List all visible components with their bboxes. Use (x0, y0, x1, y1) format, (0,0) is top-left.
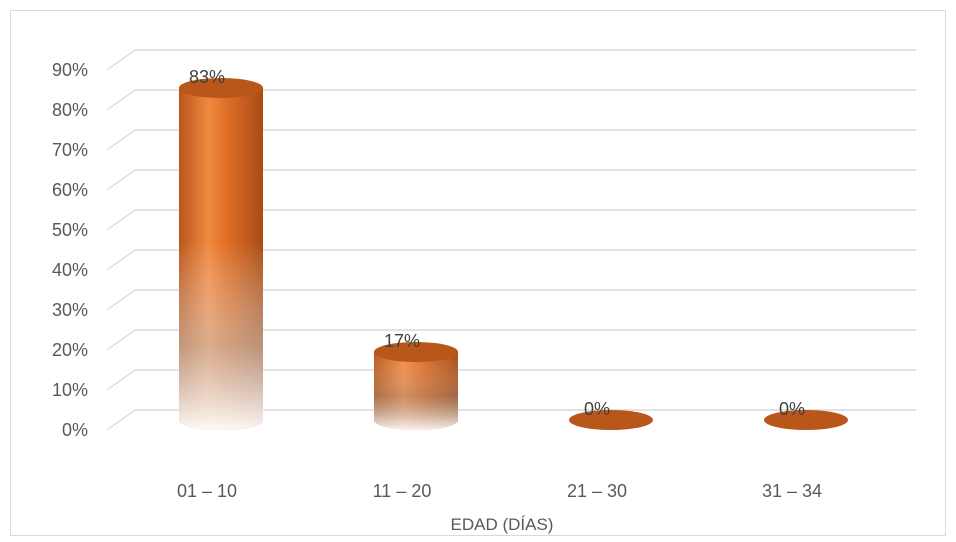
gridline-diagonal (106, 409, 136, 431)
data-label: 0% (779, 399, 805, 419)
bar-top (374, 342, 458, 362)
y-tick-label: 40% (52, 260, 88, 280)
bar (764, 410, 848, 430)
y-tick-label: 80% (52, 100, 88, 120)
y-tick-label: 0% (62, 420, 88, 440)
bar-top (569, 410, 653, 430)
data-labels: 83% 17% 0% 0% (189, 67, 805, 419)
data-label: 83% (189, 67, 225, 87)
bars (179, 78, 848, 430)
gridline-diagonal (106, 49, 136, 71)
y-axis-ticks: 0% 10% 20% 30% 40% 50% 60% 70% 80% 90% (52, 60, 88, 440)
x-axis-title: EDAD (DÍAS) (451, 515, 554, 534)
y-tick-label: 10% (52, 380, 88, 400)
y-tick-label: 50% (52, 220, 88, 240)
bar (569, 410, 653, 430)
bar (374, 342, 458, 430)
x-tick-label: 21 – 30 (567, 481, 627, 501)
gridline-diagonal (106, 289, 136, 311)
x-tick-label: 01 – 10 (177, 481, 237, 501)
x-tick-label: 11 – 20 (373, 481, 432, 501)
y-tick-label: 60% (52, 180, 88, 200)
data-label: 17% (384, 331, 420, 351)
gridline-diagonal (106, 169, 136, 191)
data-label: 0% (584, 399, 610, 419)
gridline-diagonal (106, 369, 136, 391)
y-tick-label: 90% (52, 60, 88, 80)
bar-top (179, 78, 263, 98)
gridline-diagonal (106, 209, 136, 231)
y-tick-label: 30% (52, 300, 88, 320)
gridline-diagonal (106, 329, 136, 351)
bar (179, 78, 263, 430)
bar-reflection (374, 352, 458, 430)
x-tick-label: 31 – 34 (762, 481, 822, 501)
chart-border (10, 10, 946, 536)
bar-reflection (179, 88, 263, 430)
x-axis-ticks: 01 – 10 11 – 20 21 – 30 31 – 34 (177, 481, 822, 501)
gridline-diagonal (106, 249, 136, 271)
gridline-diagonal (106, 129, 136, 151)
gridlines (106, 49, 916, 431)
y-tick-label: 20% (52, 340, 88, 360)
gridline-diagonal (106, 89, 136, 111)
y-tick-label: 70% (52, 140, 88, 160)
bar-top (764, 410, 848, 430)
